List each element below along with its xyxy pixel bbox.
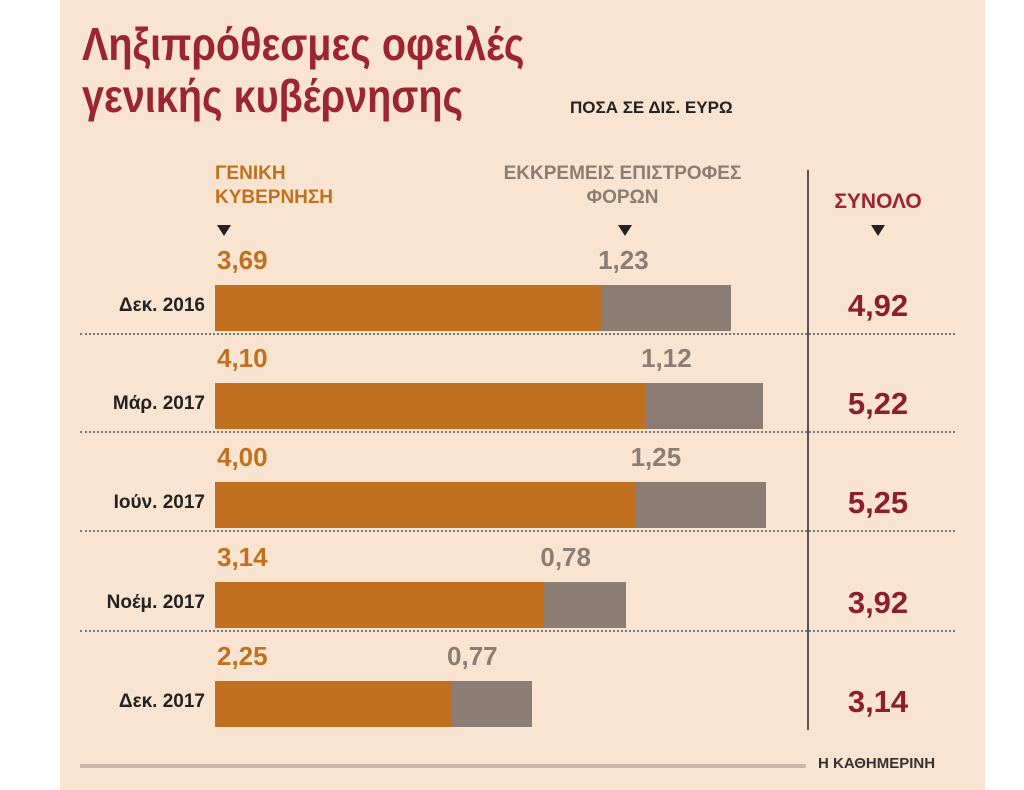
row-separator: [80, 431, 955, 433]
bar-segment: [215, 582, 545, 628]
bar-segment: [602, 285, 732, 331]
bar-segment: [634, 482, 766, 528]
total-label: 4,92: [847, 288, 909, 323]
bar-segment: [544, 582, 627, 628]
category-label: Δεκ. 2016: [118, 295, 205, 316]
totals-arrow: [871, 225, 885, 236]
value-label: 0,77: [447, 641, 498, 671]
value-label: 3,14: [217, 542, 268, 572]
category-label: Νοέμ. 2017: [106, 592, 205, 613]
bar-segment: [215, 482, 635, 528]
value-label: 1,25: [630, 442, 682, 472]
legend-arrow: [618, 225, 632, 236]
category-label: Ιούν. 2017: [113, 492, 205, 513]
value-label: 4,00: [217, 442, 268, 472]
legend-label: ΓΕΝΙΚΗ ΚΥΒΕΡΝΗΣΗ: [215, 163, 334, 208]
bar-segment: [215, 383, 646, 429]
legend-arrow: [217, 225, 231, 236]
bar-segment: [645, 383, 763, 429]
category-label: Μάρ. 2017: [112, 393, 205, 414]
category-label: Δεκ. 2017: [118, 691, 205, 712]
value-label: 4,10: [217, 343, 268, 373]
value-label: 2,25: [217, 641, 268, 671]
bar-segment: [215, 681, 452, 727]
row-separator: [80, 333, 955, 335]
value-label: 1,23: [598, 245, 649, 275]
total-label: 3,14: [847, 684, 909, 719]
value-label: 1,12: [641, 343, 692, 373]
row-separator: [80, 530, 955, 532]
divider: [807, 170, 809, 730]
footer-rule: [80, 764, 806, 768]
source: Η ΚΑΘΗΜΕΡΙΝΗ: [818, 755, 936, 772]
bar-segment: [215, 285, 603, 331]
legend-label: ΕΚΚΡΕΜΕΙΣ ΕΠΙΣΤΡΟΦΕΣ ΦΟΡΩΝ: [503, 163, 742, 208]
value-label: 0,78: [540, 542, 591, 572]
total-label: 5,22: [847, 386, 909, 421]
totals-header: ΣΥΝΟΛΟ: [834, 190, 922, 213]
row-separator: [80, 630, 955, 632]
total-label: 3,92: [847, 585, 909, 620]
total-label: 5,25: [847, 485, 909, 520]
bar-segment: [451, 681, 532, 727]
chart-title: Ληξιπρόθεσμες οφειλές γενικής κυβέρνησης: [82, 18, 525, 122]
value-label: 3,69: [217, 245, 268, 275]
chart-subtitle: ΠΟΣΑ ΣΕ ΔΙΣ. ΕΥΡΩ: [570, 98, 733, 117]
